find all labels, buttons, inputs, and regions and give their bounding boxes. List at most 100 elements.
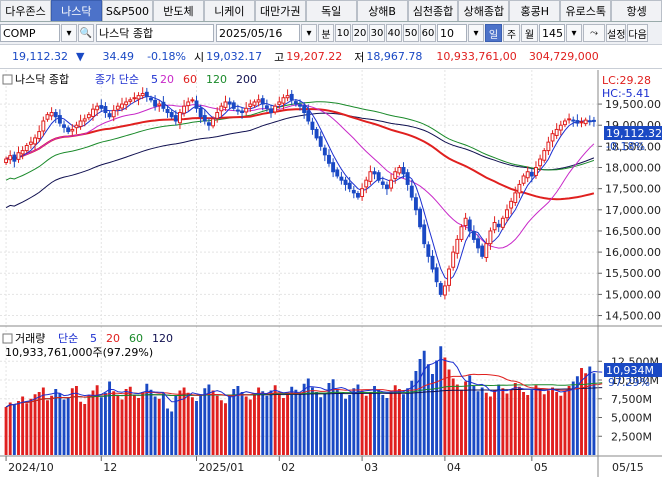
- minute-select[interactable]: 10: [437, 24, 467, 42]
- chart-style-button[interactable]: ⤳: [583, 24, 605, 42]
- candle: [124, 97, 129, 110]
- candle: [583, 117, 588, 127]
- volume-ma-legend-5: 5: [90, 332, 97, 345]
- tab-5[interactable]: 대만가권: [254, 0, 306, 21]
- period-button-2[interactable]: 월: [521, 24, 538, 42]
- code-dropdown-button[interactable]: ▾: [61, 24, 77, 42]
- candle: [182, 99, 187, 117]
- volume-legend: 거래량 단순 5 20 60 120 10,933,761,000주(97.29%): [2, 332, 173, 359]
- candle: [513, 186, 518, 206]
- volume-legend-box[interactable]: [2, 333, 13, 344]
- tab-10[interactable]: 홍콩H: [509, 0, 561, 21]
- volume-bar: [12, 404, 16, 455]
- price-change-pct: -0.18%: [147, 50, 186, 63]
- price-legend: 나스닥 종합 종가 단순 20 60 120 200 5: [2, 73, 257, 86]
- minute-option-30[interactable]: 30: [369, 24, 385, 42]
- price-legend-prefix: 종가 단순: [95, 73, 139, 86]
- price-volume-chart[interactable]: 19,500.0019,000.0018,500.0018,000.0017,5…: [0, 70, 662, 477]
- volume-bar: [87, 395, 91, 455]
- next-button[interactable]: 다음: [627, 24, 648, 42]
- minute-option-20[interactable]: 20: [352, 24, 368, 42]
- candle: [517, 180, 522, 199]
- open-label: 시: [194, 50, 205, 64]
- volume-bar: [414, 371, 418, 455]
- minute-option-10[interactable]: 10: [335, 24, 351, 42]
- candle: [500, 215, 505, 230]
- tab-6[interactable]: 독일: [305, 0, 357, 21]
- volume-bar: [29, 398, 33, 455]
- volume-bar: [157, 398, 161, 455]
- index-tabs: 다우존스 나스닥 S&P500 반도체 니케이 대만가권 독일 상해B 심천종합 상해종합 홍콩H 유…: [0, 0, 662, 22]
- volume-bar: [108, 381, 112, 455]
- price-tick-5: 17,000.00: [605, 204, 661, 217]
- search-button[interactable]: 🔍: [78, 24, 94, 42]
- volume-bar: [25, 403, 29, 455]
- candle: [471, 225, 476, 243]
- candle: [289, 90, 294, 106]
- tab-8[interactable]: 심천종합: [407, 0, 459, 21]
- tab-11[interactable]: 유로스톡: [560, 0, 612, 21]
- volume-bar: [79, 401, 83, 455]
- volume-bar: [128, 386, 132, 455]
- candle: [273, 103, 278, 115]
- volume-ma-line-20: [5, 373, 603, 408]
- chart-area[interactable]: 19,500.00 19,000.00 18,500.00 18,000.00 17,5…: [0, 70, 662, 477]
- volume-value: 10,933,761,00: [436, 50, 517, 63]
- volume-bar: [563, 391, 567, 455]
- settings-button[interactable]: 설정: [606, 24, 627, 42]
- volume-bar: [464, 381, 468, 455]
- candle: [53, 109, 58, 124]
- volume-bar: [476, 391, 480, 455]
- current-volume-box: [604, 363, 662, 377]
- minute-option-60[interactable]: 60: [420, 24, 436, 42]
- candle: [12, 151, 17, 168]
- volume-bar: [426, 364, 430, 455]
- high-value: 19,207.22: [286, 50, 343, 63]
- tab-12[interactable]: 항셍: [611, 0, 662, 21]
- date-input[interactable]: 2025/05/16: [216, 24, 300, 42]
- candle: [298, 99, 302, 111]
- code-input[interactable]: COMP: [0, 24, 60, 42]
- volume-bar: [393, 385, 397, 455]
- tab-7[interactable]: 상해B: [356, 0, 408, 21]
- volume-bar: [70, 388, 74, 455]
- count-input[interactable]: 145: [539, 24, 565, 42]
- tab-9[interactable]: 상해종합: [458, 0, 510, 21]
- count-dropdown[interactable]: ▾: [566, 24, 582, 42]
- volume-bar: [580, 368, 583, 455]
- price-ma-line-200: [5, 112, 595, 209]
- amount-value: 304,729,000: [528, 50, 599, 63]
- candle: [331, 158, 336, 178]
- volume-bar: [431, 374, 434, 455]
- tab-0[interactable]: 다우존스: [0, 0, 51, 21]
- candle: [306, 104, 311, 125]
- period-button-1[interactable]: 주: [503, 24, 520, 42]
- candle: [422, 219, 427, 249]
- volume-bar: [575, 376, 579, 455]
- tab-4[interactable]: 니케이: [203, 0, 255, 21]
- down-arrow-icon: ▼: [76, 50, 85, 63]
- tab-2[interactable]: S&P500: [101, 0, 154, 21]
- minute-option-40[interactable]: 40: [386, 24, 402, 42]
- minute-select-dropdown[interactable]: ▾: [468, 24, 484, 42]
- volume-bar: [8, 402, 12, 455]
- candle: [492, 216, 497, 234]
- candle: [74, 121, 79, 134]
- price-tick-4: 17,500.00: [605, 183, 661, 196]
- candle: [66, 125, 71, 135]
- volume-bar: [509, 389, 513, 455]
- minute-button[interactable]: 분: [318, 24, 334, 42]
- quote-bar: 19,112.32 ▼ 34.49 -0.18% 시 19,032.17 고 1…: [0, 45, 662, 69]
- price-legend-box[interactable]: [2, 74, 13, 85]
- volume-bar: [517, 386, 521, 455]
- date-picker-button[interactable]: ▾: [301, 24, 317, 42]
- candle: [41, 116, 46, 137]
- minute-option-50[interactable]: 50: [403, 24, 419, 42]
- volume-legend-ma: 5 20 60 120: [90, 332, 173, 345]
- candle: [467, 216, 472, 238]
- volume-bar: [344, 398, 347, 455]
- tab-1[interactable]: 나스닥: [50, 0, 102, 21]
- period-button-0[interactable]: 일: [485, 24, 502, 42]
- tab-3[interactable]: 반도체: [153, 0, 204, 21]
- volume-bar: [248, 399, 252, 455]
